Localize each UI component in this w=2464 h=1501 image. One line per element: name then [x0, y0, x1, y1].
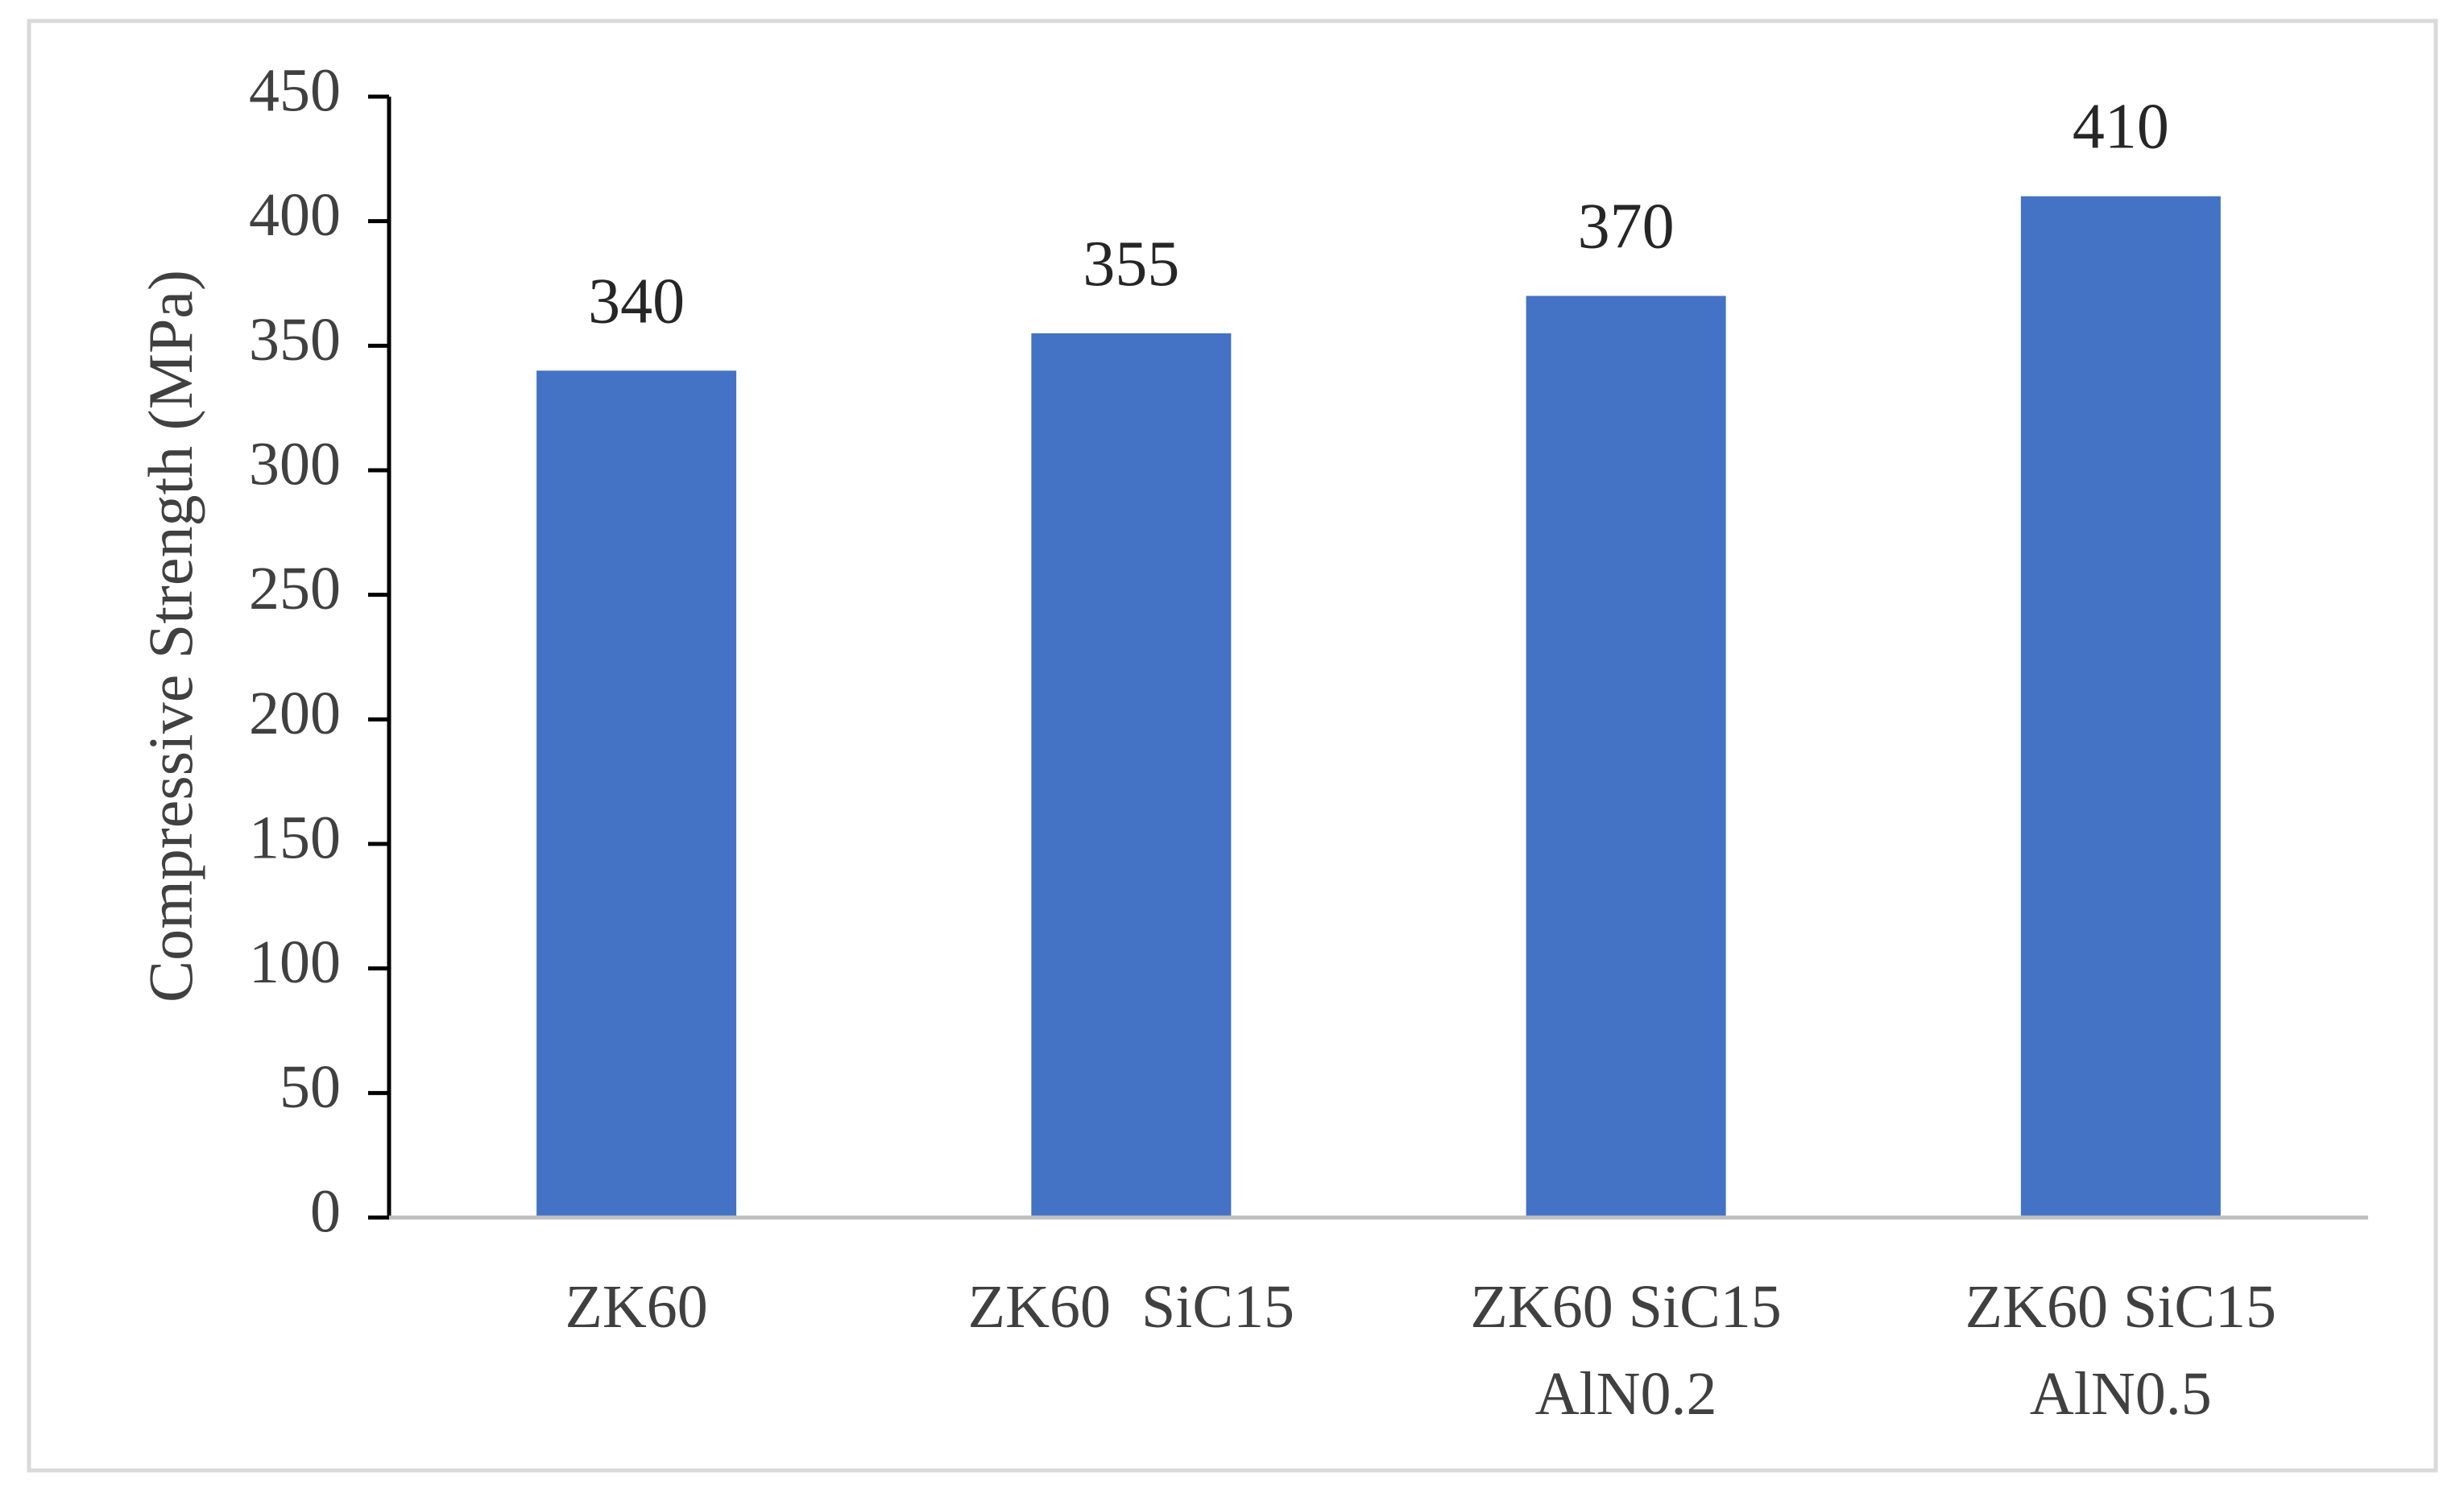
bar	[536, 370, 737, 1218]
data-label: 340	[588, 266, 685, 337]
bar	[1526, 296, 1726, 1218]
y-axis-ticks: 0 50 100 150 200 250 300 350 400 450	[249, 56, 389, 1245]
y-tick-label: 0	[310, 1177, 341, 1245]
y-tick-label: 350	[249, 306, 341, 374]
y-tick-label: 400	[249, 181, 341, 249]
x-axis-labels: ZK60 ZK60 SiC15 ZK60 SiC15 AlN0.2 ZK60 SiC15…	[565, 1273, 2276, 1428]
y-tick-label: 150	[249, 804, 341, 871]
x-tick-label: AlN0.2	[1535, 1360, 1717, 1428]
bar-series	[536, 196, 2221, 1218]
data-label: 355	[1083, 229, 1179, 300]
data-labels: 340 355 370 410	[588, 92, 2169, 337]
y-tick-label: 450	[249, 56, 341, 124]
x-tick-label: ZK60 SiC15	[1965, 1273, 2276, 1341]
x-tick-label: ZK60 SiC15	[968, 1273, 1294, 1341]
x-tick-label: ZK60 SiC15	[1470, 1273, 1781, 1341]
x-tick-label: ZK60	[565, 1273, 707, 1341]
y-tick-label: 50	[280, 1053, 341, 1121]
y-tick-label: 300	[249, 430, 341, 498]
y-tick-label: 100	[249, 928, 341, 996]
bar	[2020, 196, 2221, 1218]
data-label: 370	[1578, 191, 1675, 262]
y-axis-title: Compressive Strength (MPa)	[135, 270, 205, 1003]
bar	[1031, 333, 1232, 1218]
y-tick-label: 250	[249, 555, 341, 622]
data-label: 410	[2073, 92, 2169, 163]
x-tick-label: AlN0.5	[2030, 1360, 2212, 1428]
y-tick-label: 200	[249, 680, 341, 747]
